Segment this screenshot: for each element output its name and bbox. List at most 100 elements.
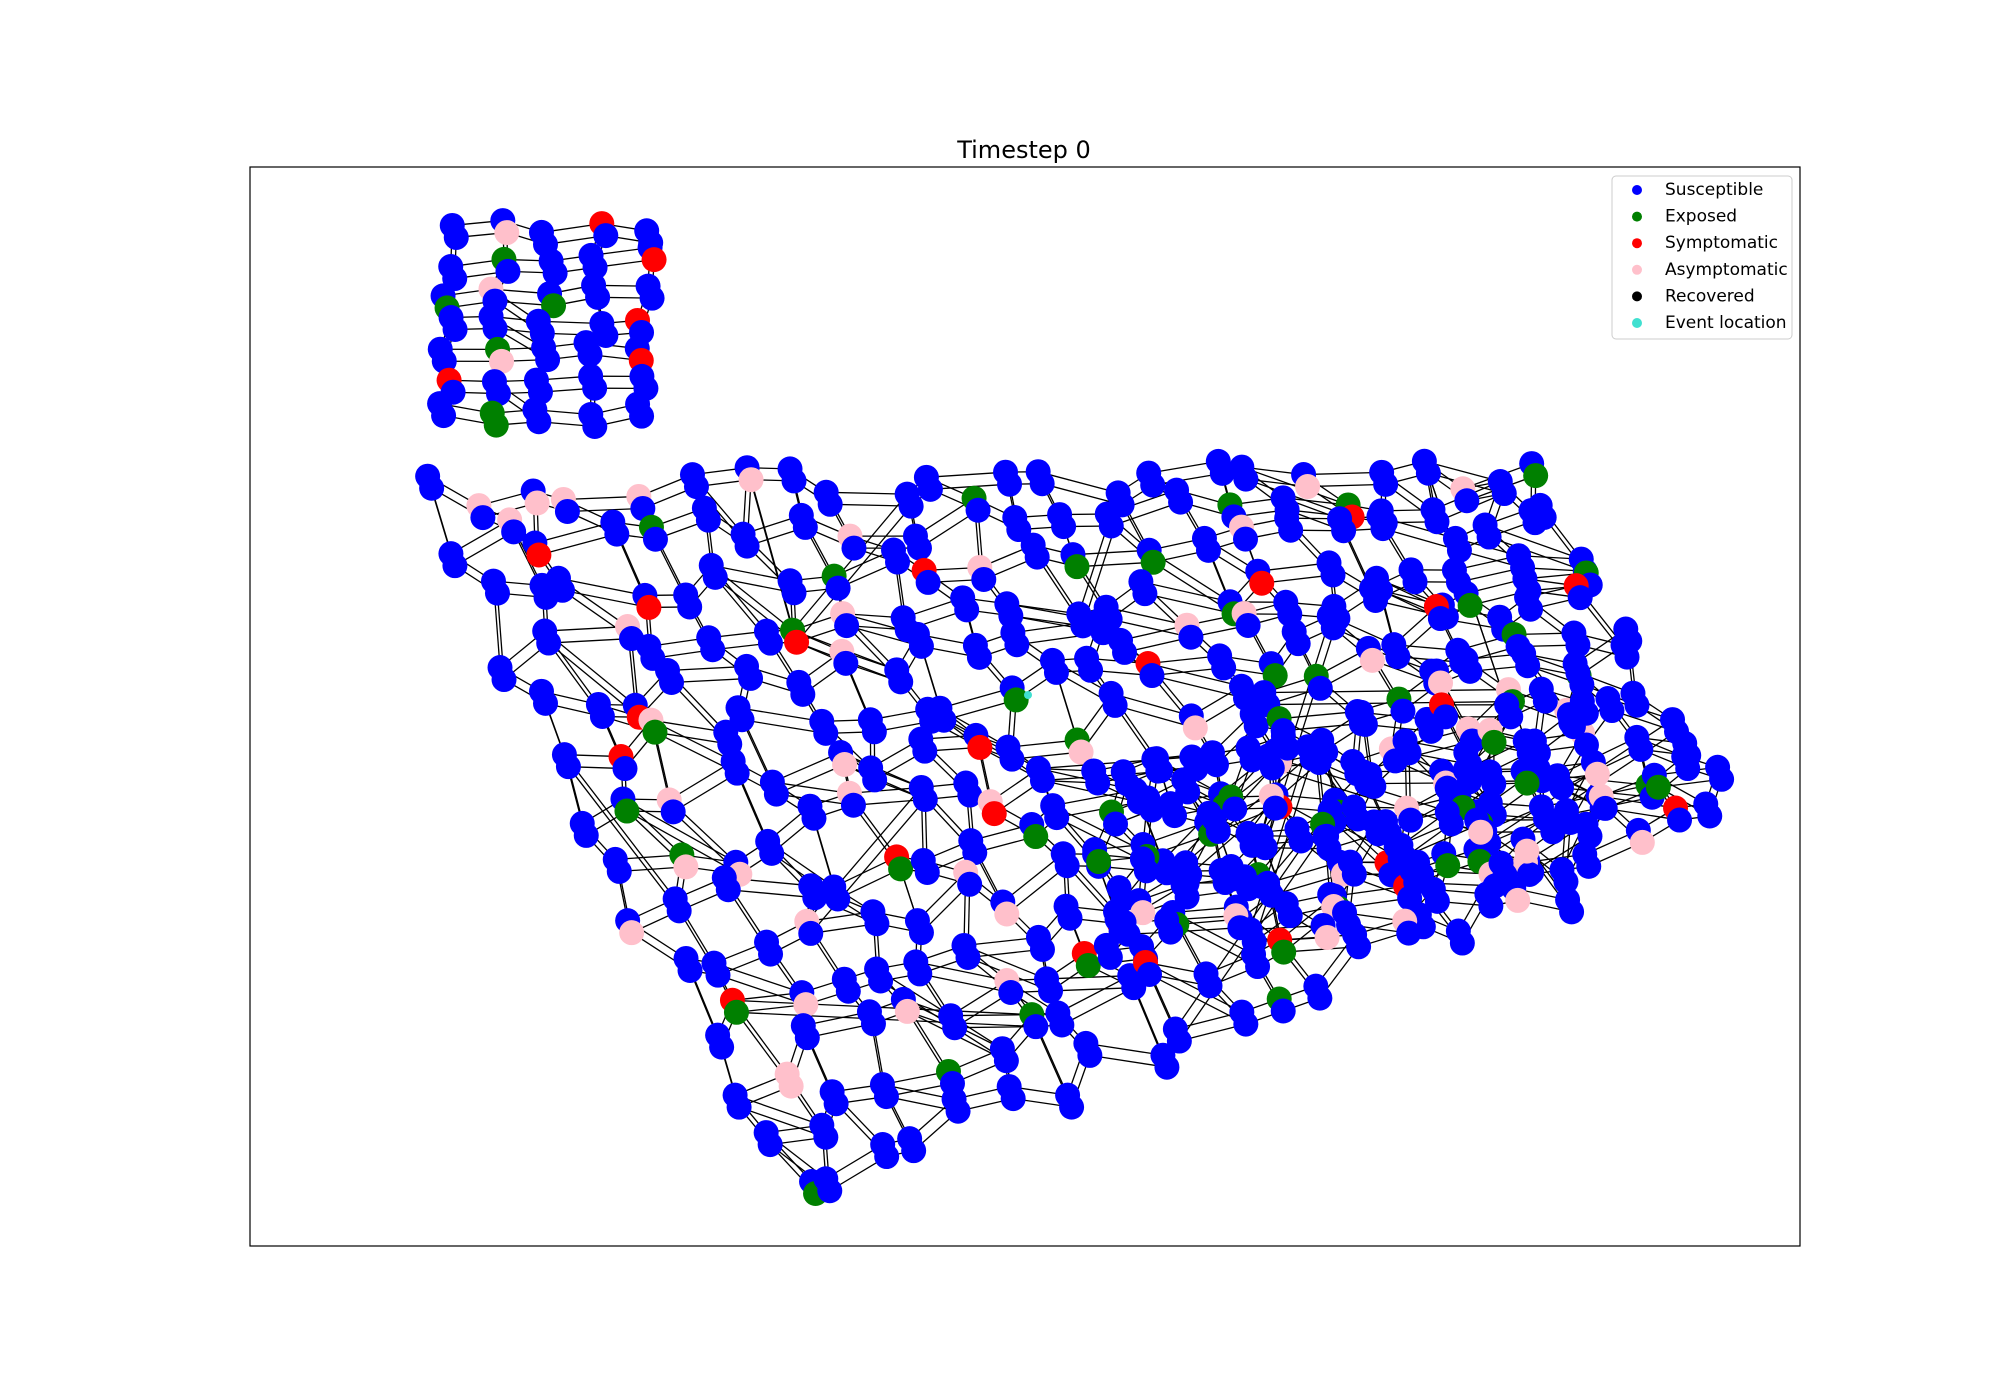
edge: [544, 625, 628, 632]
node: [1307, 675, 1333, 701]
node: [1059, 1094, 1085, 1120]
edge: [1263, 688, 1509, 694]
node: [1390, 698, 1416, 724]
node: [1004, 632, 1030, 658]
node: [1385, 644, 1411, 670]
node: [482, 315, 508, 341]
node: [1560, 714, 1586, 740]
node: [1029, 768, 1055, 794]
node: [813, 1124, 839, 1150]
node: [683, 474, 709, 500]
edge: [919, 973, 1011, 994]
node: [864, 911, 890, 937]
node: [1262, 795, 1288, 821]
edge: [1149, 973, 1247, 1025]
node: [1241, 929, 1267, 955]
node: [1097, 944, 1123, 970]
node: [554, 498, 580, 524]
node: [1628, 736, 1654, 762]
node: [781, 468, 807, 494]
node: [1235, 876, 1261, 902]
node: [861, 719, 887, 745]
edge: [1283, 722, 1362, 732]
node: [1249, 570, 1275, 596]
node: [1553, 869, 1579, 895]
node: [1306, 750, 1332, 776]
legend-label: Susceptible: [1665, 180, 1763, 200]
node: [907, 961, 933, 987]
node: [1277, 903, 1303, 929]
node: [484, 580, 510, 606]
edge: [1089, 1054, 1168, 1068]
node: [1373, 471, 1399, 497]
node: [1697, 803, 1723, 829]
node: [501, 519, 527, 545]
node: [967, 734, 993, 760]
node: [1054, 853, 1080, 879]
edge: [1601, 795, 1676, 809]
node: [1505, 887, 1531, 913]
edge: [1050, 987, 1134, 992]
node: [908, 633, 934, 659]
node: [589, 703, 615, 729]
node: [1341, 861, 1367, 887]
node: [758, 941, 784, 967]
node: [639, 285, 665, 311]
node: [612, 756, 638, 782]
node: [1243, 713, 1269, 739]
legend: Susceptible Exposed Symptomatic Asymptomati…: [1611, 175, 1793, 340]
edge: [717, 974, 807, 1006]
node: [1435, 853, 1461, 879]
edge: [654, 731, 730, 745]
node: [1457, 751, 1483, 777]
edge: [667, 665, 747, 672]
node: [1367, 577, 1393, 603]
node: [1130, 900, 1156, 926]
edge: [1147, 662, 1242, 687]
node: [642, 719, 668, 745]
node: [1162, 803, 1188, 829]
node: [1023, 1014, 1049, 1040]
node: [885, 549, 911, 575]
node: [914, 859, 940, 885]
node: [794, 1025, 820, 1051]
node: [1274, 735, 1300, 761]
edge: [737, 707, 822, 722]
edge: [1151, 674, 1246, 699]
node: [1498, 704, 1524, 730]
node: [738, 665, 764, 691]
node: [901, 1138, 927, 1164]
node: [1398, 807, 1424, 833]
node: [442, 317, 468, 343]
node: [526, 542, 552, 568]
node: [1424, 888, 1450, 914]
node: [757, 630, 783, 656]
edge: [1144, 593, 1235, 615]
node: [1197, 973, 1223, 999]
legend-marker: [1632, 318, 1642, 328]
node: [494, 220, 520, 246]
node: [1029, 471, 1055, 497]
node: [1457, 658, 1483, 684]
node: [709, 1034, 735, 1060]
legend-marker: [1632, 238, 1642, 249]
edge: [950, 1013, 1032, 1017]
edge: [792, 493, 908, 631]
edge: [738, 1106, 827, 1138]
node: [817, 1178, 843, 1204]
node: [593, 223, 619, 249]
node: [778, 1073, 804, 1099]
edge: [1605, 807, 1680, 821]
node: [908, 920, 934, 946]
node: [1175, 779, 1201, 805]
node: [1576, 853, 1602, 879]
node: [840, 792, 866, 818]
node: [957, 871, 983, 897]
node: [1320, 562, 1346, 588]
edge: [728, 889, 815, 899]
node: [1211, 655, 1237, 681]
edge: [1241, 466, 1349, 506]
node: [582, 375, 608, 401]
node: [823, 1091, 849, 1117]
edge: [1253, 758, 1313, 942]
